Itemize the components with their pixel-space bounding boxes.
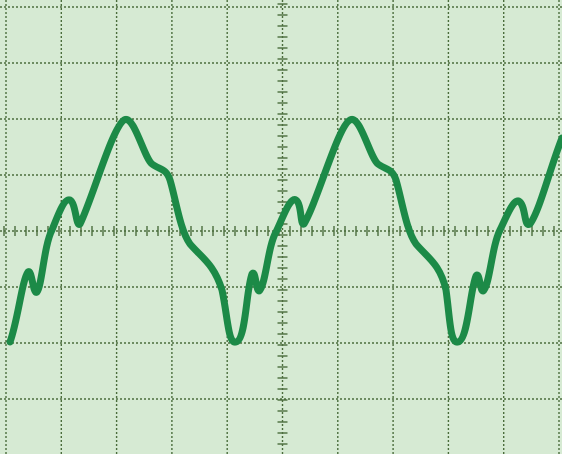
oscilloscope-screen xyxy=(0,0,562,454)
page: {} (() => { const svg = document.querySe… xyxy=(0,0,562,454)
